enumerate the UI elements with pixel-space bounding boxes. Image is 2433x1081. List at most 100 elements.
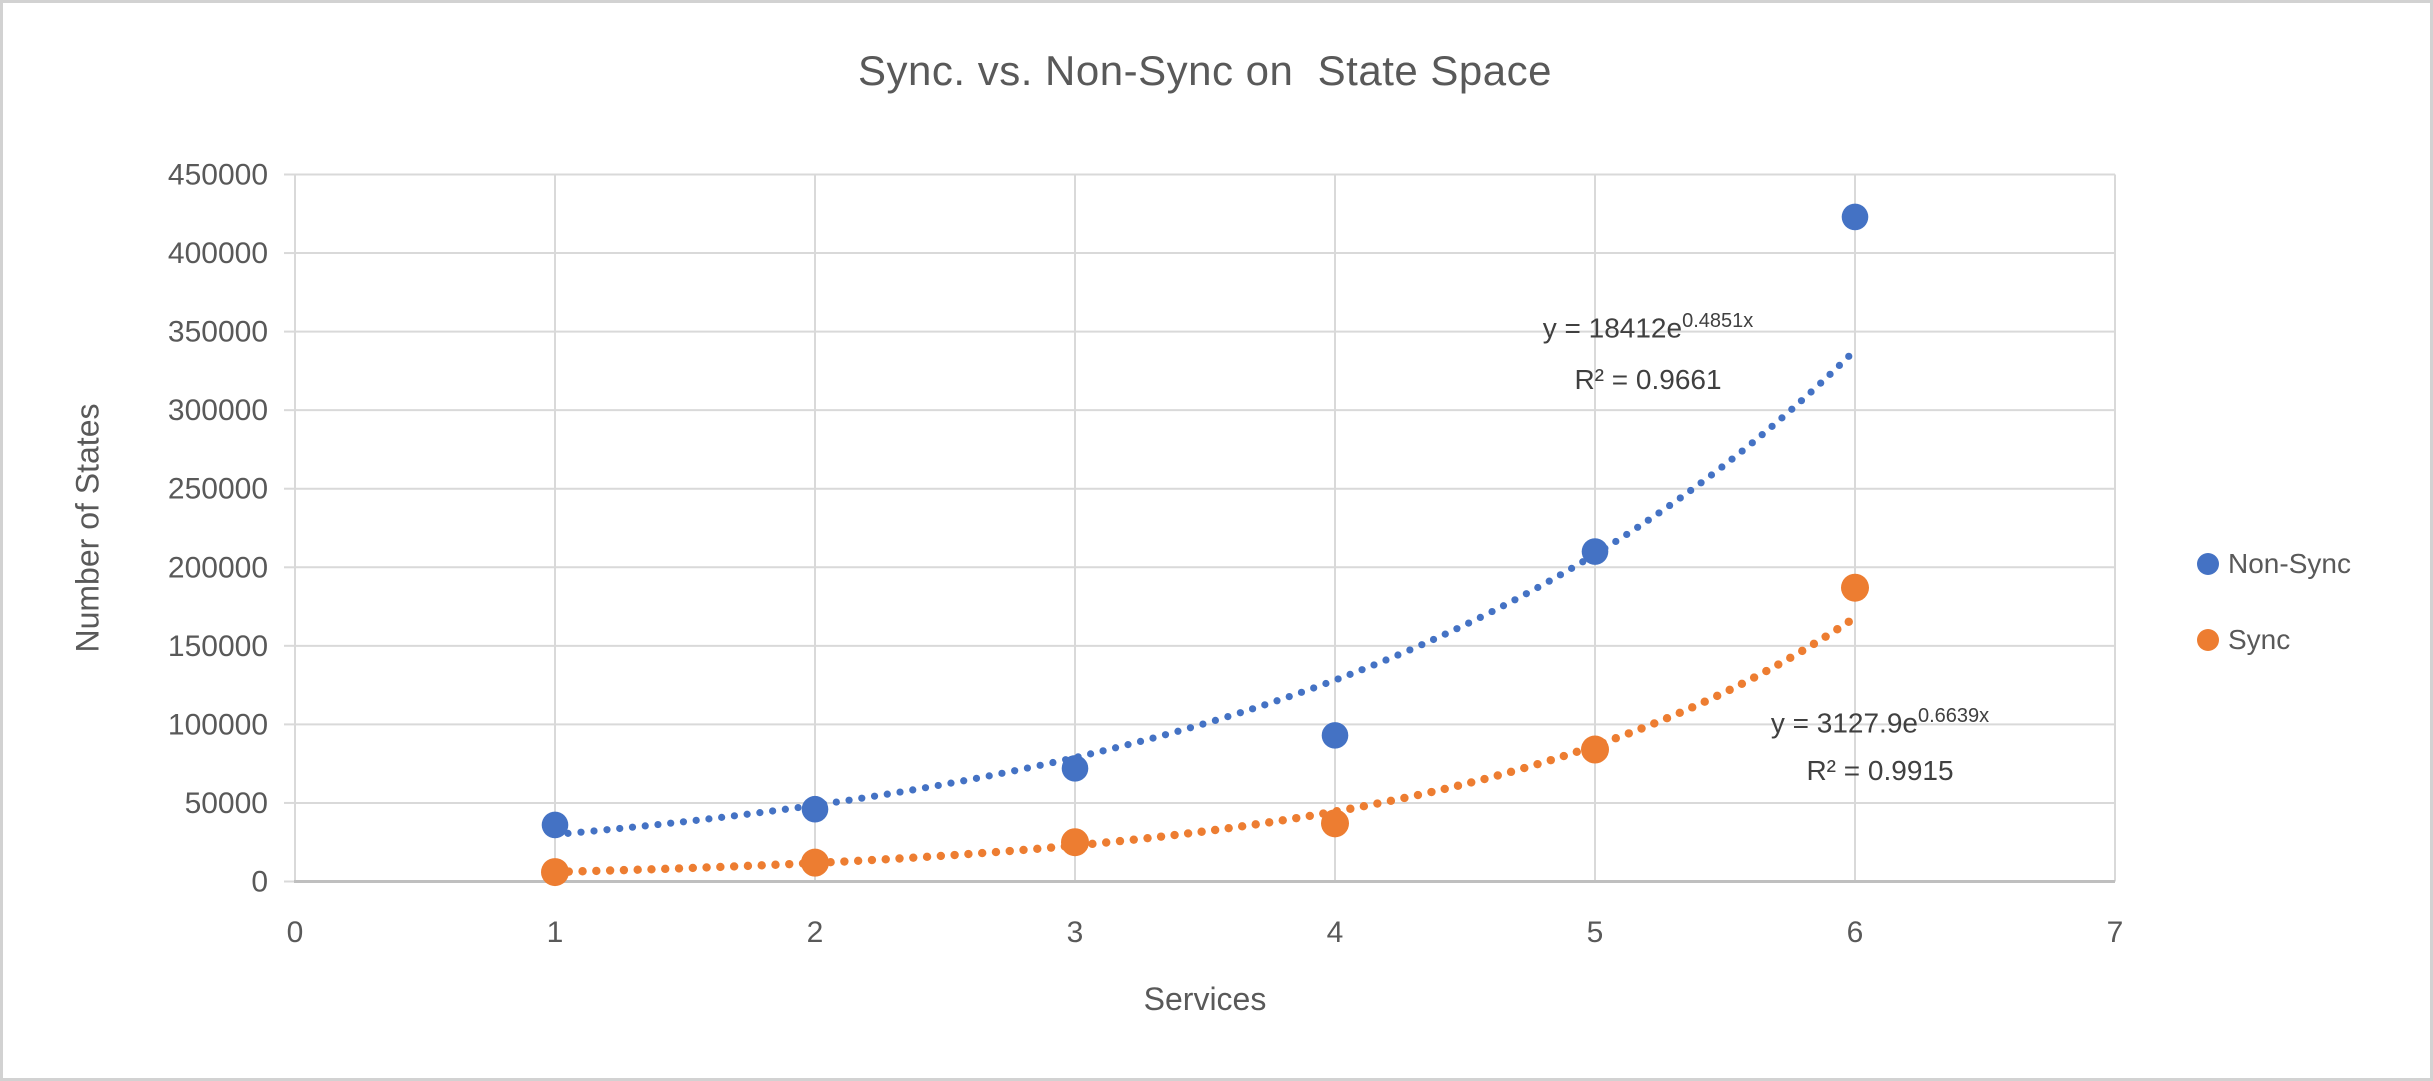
trendline-dot-non-sync bbox=[1499, 602, 1508, 610]
trendline-dot-sync bbox=[1278, 816, 1287, 825]
trendline-dot-non-sync bbox=[1666, 501, 1674, 510]
trendline-equation-non-sync: y = 18412e0.4851x bbox=[1542, 310, 1754, 344]
chart-title: Sync. vs. Non-Sync on State Space bbox=[857, 47, 1552, 94]
trendline-dot-sync bbox=[661, 864, 670, 874]
trendline-dot-non-sync bbox=[934, 781, 942, 790]
legend-label-non-sync: Non-Sync bbox=[2228, 548, 2351, 579]
y-tick-label: 200000 bbox=[168, 551, 268, 584]
trendline-dot-sync bbox=[1102, 838, 1111, 847]
data-point-non-sync bbox=[801, 795, 829, 823]
trendline-dot-non-sync bbox=[1534, 583, 1542, 592]
trendline-dot-sync bbox=[1774, 660, 1783, 669]
trendline-dot-non-sync bbox=[1707, 471, 1716, 479]
trendline-dot-sync bbox=[1737, 679, 1747, 689]
y-tick-label: 100000 bbox=[168, 708, 268, 741]
trendline-dot-sync bbox=[991, 847, 1001, 857]
trendline-dot-sync bbox=[771, 860, 780, 869]
trendline-dot-non-sync bbox=[1382, 656, 1390, 664]
trendline-dot-sync bbox=[1413, 790, 1423, 800]
trendline-dot-non-sync bbox=[743, 810, 751, 818]
trendline-dot-non-sync bbox=[1579, 558, 1587, 566]
trendline-dot-sync bbox=[785, 859, 794, 869]
trendline-dot-sync bbox=[1624, 729, 1634, 738]
data-point-sync bbox=[1321, 809, 1349, 838]
trendline-dot-non-sync bbox=[1023, 764, 1032, 772]
trendline-dot-non-sync bbox=[641, 822, 649, 830]
trendline-dot-non-sync bbox=[1655, 509, 1663, 517]
trendline-dot-sync bbox=[1833, 625, 1842, 634]
trendline-dot-sync bbox=[881, 855, 890, 864]
trendline-dot-sync bbox=[1520, 763, 1529, 773]
data-point-non-sync bbox=[1841, 203, 1869, 231]
trendline-dot-sync bbox=[1559, 751, 1569, 761]
y-tick-label: 50000 bbox=[185, 787, 268, 820]
trendline-dot-non-sync bbox=[1612, 537, 1620, 546]
x-tick-label: 7 bbox=[2107, 916, 2124, 949]
trendline-dot-sync bbox=[633, 865, 642, 874]
trendline-dot-non-sync bbox=[1738, 447, 1746, 455]
trendline-dot-non-sync bbox=[1224, 713, 1232, 721]
legend-item-non-sync: Non-Sync bbox=[2197, 548, 2351, 579]
trendline-dot-sync bbox=[840, 857, 849, 866]
x-tick-label: 4 bbox=[1327, 916, 1344, 949]
trendline-dot-sync bbox=[674, 864, 684, 873]
trendline-dot-sync bbox=[1156, 832, 1166, 841]
legend-marker-sync-icon bbox=[2197, 629, 2219, 651]
trendline-dot-non-sync bbox=[616, 824, 624, 833]
trendline-dot-non-sync bbox=[1322, 679, 1330, 688]
trendline-dot-non-sync bbox=[718, 813, 726, 821]
trendline-dot-sync bbox=[1809, 639, 1819, 649]
trendline-dot-non-sync bbox=[1728, 455, 1736, 463]
trendline-dot-sync bbox=[1019, 845, 1028, 855]
data-point-sync bbox=[541, 858, 569, 887]
trendline-dot-sync bbox=[1210, 825, 1220, 835]
trendline-dot-sync bbox=[1237, 822, 1247, 831]
trendline-dot-sync bbox=[729, 862, 739, 871]
trendline-dot-sync bbox=[895, 854, 904, 863]
trendline-dot-non-sync bbox=[1817, 379, 1825, 387]
trendline-dot-non-sync bbox=[1124, 741, 1132, 749]
trendline-dot-sync bbox=[1129, 835, 1138, 844]
trendline-dot-non-sync bbox=[1568, 564, 1576, 572]
trendline-dot-non-sync bbox=[832, 798, 840, 806]
trendline-dot-sync bbox=[1713, 691, 1722, 701]
trendline-dot-non-sync bbox=[947, 779, 955, 787]
trendline-dot-non-sync bbox=[603, 826, 611, 834]
trendline-dot-sync bbox=[1506, 767, 1516, 777]
trendline-dot-non-sync bbox=[679, 818, 688, 826]
trendline-dot-non-sync bbox=[985, 772, 993, 780]
trendline-dot-non-sync bbox=[909, 786, 917, 794]
x-tick-label: 1 bbox=[547, 916, 564, 949]
trendline-dot-non-sync bbox=[1453, 625, 1461, 633]
trendline-dot-non-sync bbox=[1370, 661, 1378, 669]
trendline-dot-non-sync bbox=[1556, 571, 1565, 579]
trendline-r2-non-sync: R² = 0.9661 bbox=[1574, 364, 1722, 396]
trendline-dot-non-sync bbox=[1476, 613, 1484, 621]
trendline-dot-sync bbox=[1088, 839, 1097, 849]
trendline-dot-non-sync bbox=[921, 784, 930, 792]
plot-area: 0 50000 100000 150000 200000 250000 300000 3500… bbox=[168, 159, 2124, 950]
trendline-dot-non-sync bbox=[1297, 688, 1306, 696]
legend: Non-Sync Sync bbox=[2197, 548, 2351, 655]
trendline-dot-sync bbox=[922, 852, 932, 862]
trendline-dot-non-sync bbox=[794, 803, 802, 812]
trendline-dot-sync bbox=[1749, 673, 1759, 682]
trendline-dot-sync bbox=[1572, 747, 1582, 757]
trendline-dot-non-sync bbox=[1748, 439, 1756, 447]
trendline-dot-sync bbox=[1821, 632, 1830, 641]
trendline-dot-non-sync bbox=[705, 815, 713, 823]
trendline-dot-non-sync bbox=[1358, 666, 1366, 674]
legend-item-sync: Sync bbox=[2197, 624, 2351, 655]
trendline-dot-non-sync bbox=[769, 807, 777, 815]
trendline-dot-sync bbox=[1725, 685, 1734, 695]
trendline-dot-non-sync bbox=[896, 788, 904, 796]
trendline-dot-non-sync bbox=[756, 809, 764, 817]
trendline-dot-non-sync bbox=[1273, 697, 1281, 705]
trendline-dot-non-sync bbox=[1835, 361, 1843, 370]
trendline-dot-non-sync bbox=[1161, 731, 1170, 739]
trendline-dot-sync bbox=[688, 863, 697, 873]
trendline-dot-non-sync bbox=[1634, 523, 1642, 531]
trendline-dot-sync bbox=[1798, 646, 1807, 656]
trendline-dot-non-sync bbox=[1136, 737, 1145, 746]
